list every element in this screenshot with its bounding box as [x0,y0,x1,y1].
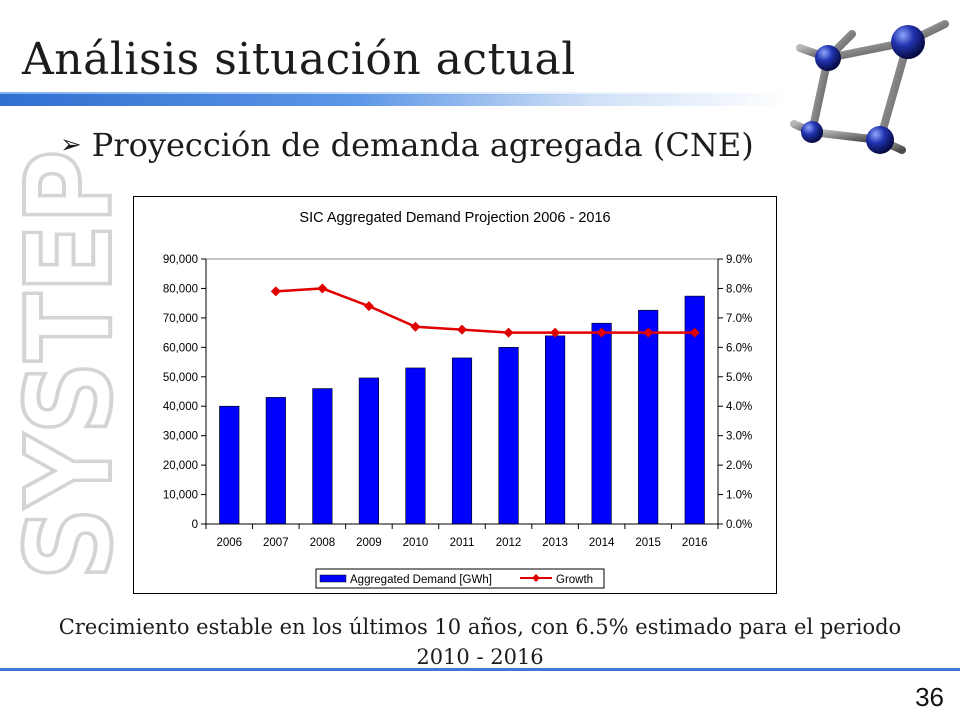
bar-2008 [312,388,333,525]
x-tick-label: 2008 [310,537,336,549]
growth-marker [363,301,374,312]
watermark-text: SYSTEP [12,150,122,580]
left-tick-label: 80,000 [163,283,198,295]
systep-watermark: SYSTEP [12,148,122,580]
bullet-text: Proyección de demanda agregada (CNE) [91,126,754,164]
x-tick-label: 2010 [403,537,429,549]
legend-line-marker [532,574,540,582]
footer-divider [0,668,960,671]
left-tick-label: 0 [192,519,198,531]
growth-marker [457,324,467,335]
right-tick-label: 4.0% [726,401,752,413]
x-tick-label: 2013 [542,537,568,549]
right-tick-label: 8.0% [726,283,752,295]
chart-title: SIC Aggregated Demand Projection 2006 - … [299,210,610,226]
legend-label-demand: Aggregated Demand [GWh] [350,574,492,586]
growth-marker [503,327,514,338]
slide-caption: Crecimiento estable en los últimos 10 añ… [58,615,902,669]
x-tick-label: 2016 [682,537,708,549]
right-tick-label: 1.0% [726,490,752,502]
right-tick-label: 0.0% [726,519,752,531]
legend: Aggregated Demand [GWh] Growth [315,568,605,589]
x-tick-label: 2007 [263,537,289,549]
legend-label-growth: Growth [556,574,593,586]
legend-box [315,568,605,589]
left-tick-label: 90,000 [163,254,198,266]
title-underline-highlight [0,92,790,95]
x-tick-label: 2012 [496,537,522,549]
right-tick-label: 2.0% [726,460,752,472]
chart-frame: SIC Aggregated Demand Projection 2006 - … [133,196,777,594]
growth-marker [550,327,561,338]
growth-marker [596,327,607,338]
bullet-item: ➢ Proyección de demanda agregada (CNE) [60,126,754,164]
left-tick-label: 40,000 [163,401,198,413]
right-tick-label: 6.0% [726,342,752,354]
slide-title: Análisis situación actual [22,34,576,85]
growth-marker [689,327,700,338]
bar-2014 [591,322,612,525]
right-tick-label: 7.0% [726,313,752,325]
arrowhead-right-icon: ➢ [60,130,82,160]
bar-2009 [358,377,379,525]
molecule-icon [790,20,949,154]
right-tick-label: 3.0% [726,431,752,443]
right-tick-label: 9.0% [726,254,752,266]
legend-bar-swatch [319,574,347,583]
left-tick-label: 70,000 [163,313,198,325]
bar-2013 [545,335,566,525]
left-tick-label: 10,000 [163,490,198,502]
demand-projection-chart: SIC Aggregated Demand Projection 2006 - … [163,210,752,589]
page-number: 36 [915,682,944,712]
growth-marker [270,286,281,297]
growth-marker [643,327,654,338]
bar-2006 [219,405,240,525]
title-underline-bar [0,94,790,106]
bar-2007 [265,397,286,525]
growth-marker [317,283,328,294]
left-tick-label: 50,000 [163,372,198,384]
bar-2011 [451,357,473,525]
bar-2012 [498,347,519,525]
growth-line [275,287,695,334]
x-tick-label: 2006 [216,537,242,549]
growth-marker [410,321,421,332]
left-tick-label: 20,000 [163,460,198,472]
x-tick-label: 2011 [450,537,475,549]
right-tick-label: 5.0% [726,372,752,384]
bar-2010 [405,367,426,525]
x-tick-label: 2014 [589,537,615,549]
left-tick-label: 30,000 [163,431,198,443]
x-tick-label: 2015 [635,537,661,549]
x-tick-label: 2009 [356,537,382,549]
left-tick-label: 60,000 [163,342,198,354]
bar-2015 [638,309,659,525]
